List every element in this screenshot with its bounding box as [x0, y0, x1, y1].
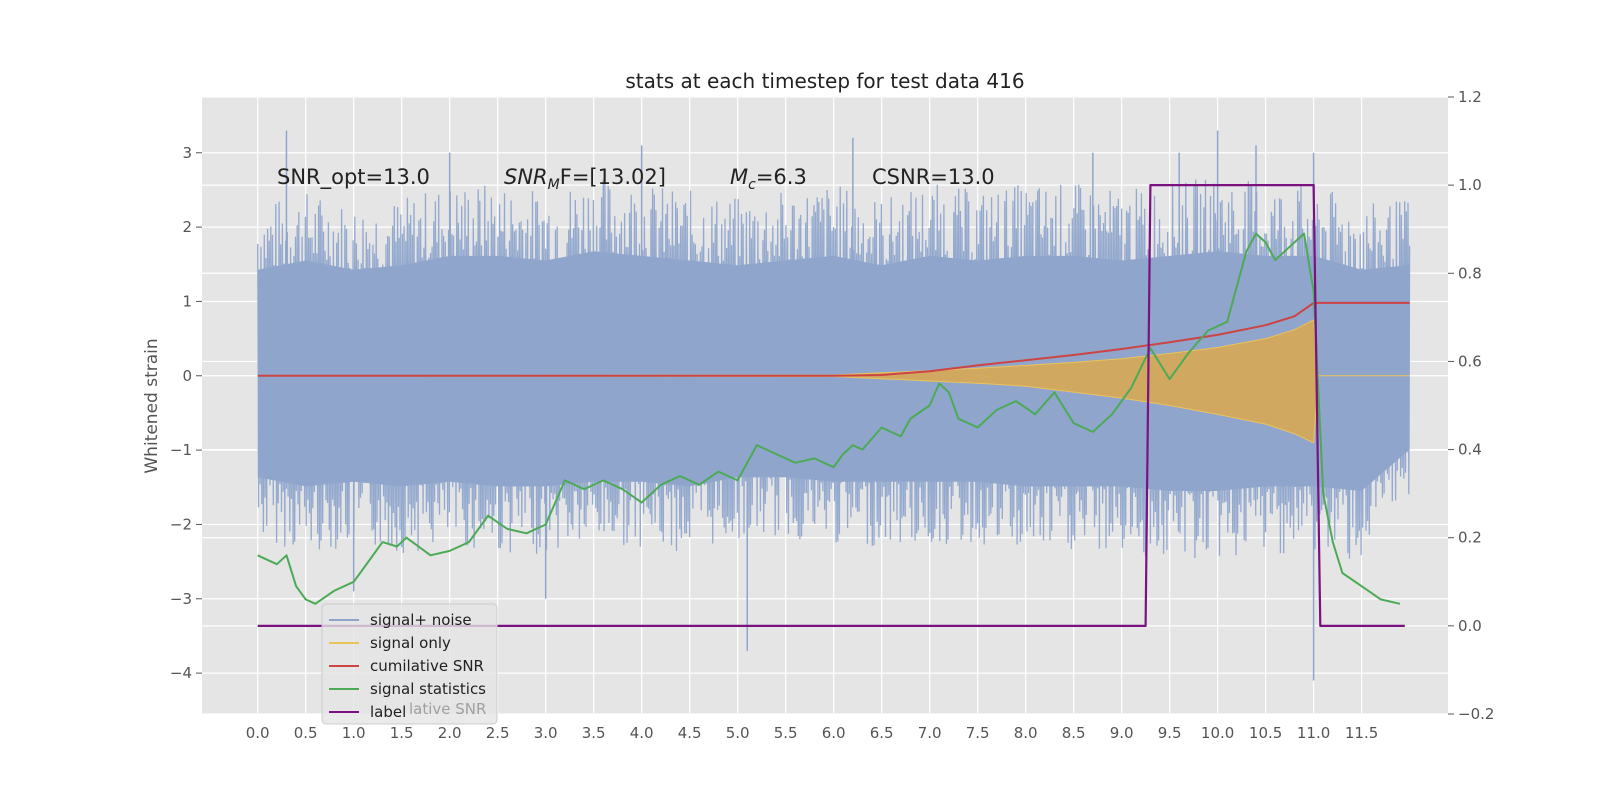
legend-overlap-text: lative SNR	[409, 700, 486, 718]
series-cumulative-snr	[257, 301, 1410, 377]
legend-entry: signal only	[370, 634, 451, 652]
series-label	[257, 184, 1405, 627]
signal-layer	[257, 319, 1410, 444]
mc-subscript: c	[748, 177, 756, 193]
annotation-mc: Mc=6.3	[730, 165, 807, 193]
snr-mf-subscript: M	[548, 177, 560, 193]
legend-entry: cumilative SNR	[370, 657, 484, 675]
x-tick-label: 6.5	[870, 724, 894, 742]
y-tick-label: −4	[170, 664, 192, 682]
y-axis-label: Whitened strain	[142, 338, 162, 473]
y2-tick-label: 0.6	[1458, 352, 1482, 370]
x-tick-label: 6.0	[822, 724, 846, 742]
y-tick-label: −3	[170, 590, 192, 608]
x-tick-label: 11.0	[1297, 724, 1330, 742]
legend-box	[321, 603, 498, 725]
y-tick-label: 0	[182, 367, 192, 385]
legend-items: signal+ noise signal only cumilative SNR si…	[329, 611, 486, 721]
y2-tick-label: 0.4	[1458, 441, 1482, 459]
x-tick-label: 2.0	[438, 724, 462, 742]
y-tick-label: −1	[170, 441, 192, 459]
y-tick-label: 3	[182, 144, 192, 162]
x-tick-label: 5.5	[774, 724, 798, 742]
noise-layer	[257, 130, 1411, 681]
x-tick-label: 9.5	[1158, 724, 1182, 742]
series-signal-statistics	[257, 232, 1401, 605]
tick-layer: 0.0 0.5 1.0 1.5 2.0 2.5 3.0 3.5 4.0 4.5 5.0 5.5 6.0 6…	[170, 88, 1495, 742]
x-tick-label: 7.0	[918, 724, 942, 742]
x-tick-label: 0.0	[246, 724, 270, 742]
y2-tick-label: 0.2	[1458, 529, 1482, 547]
mc-symbol: M	[730, 165, 748, 189]
x-tick-label: 8.5	[1062, 724, 1086, 742]
snr-mf-symbol: SNR	[504, 165, 548, 189]
y2-tick-label: 1.2	[1458, 88, 1482, 106]
legend-entry: signal+ noise	[370, 611, 472, 629]
snr-mf-value: F=[13.02]	[560, 165, 666, 189]
y-tick-label: 1	[182, 292, 192, 310]
y2-tick-label: 0.8	[1458, 264, 1482, 282]
y-tick-label: 2	[182, 218, 192, 236]
x-tick-label: 4.0	[630, 724, 654, 742]
x-tick-label: 10.0	[1201, 724, 1234, 742]
y2-tick-label: −0.2	[1458, 705, 1494, 723]
legend-entry: label	[370, 703, 406, 721]
x-tick-label: 2.5	[486, 724, 510, 742]
x-tick-label: 4.5	[678, 724, 702, 742]
x-tick-label: 10.5	[1249, 724, 1282, 742]
y2-tick-label: 0.0	[1458, 617, 1482, 635]
legend-entry: signal statistics	[370, 680, 486, 698]
x-tick-label: 0.5	[294, 724, 318, 742]
x-tick-label: 11.5	[1345, 724, 1378, 742]
line-layer	[257, 184, 1410, 627]
x-tick-label: 3.0	[534, 724, 558, 742]
y2-tick-label: 1.0	[1458, 176, 1482, 194]
x-tick-label: 3.5	[582, 724, 606, 742]
x-tick-label: 8.0	[1014, 724, 1038, 742]
series-signal-only	[257, 319, 1410, 444]
mc-value: =6.3	[756, 165, 807, 189]
x-tick-label: 9.0	[1110, 724, 1134, 742]
annotation-snr-opt: SNR_opt=13.0	[277, 165, 430, 190]
x-tick-label: 5.0	[726, 724, 750, 742]
chart-title: stats at each timestep for test data 416	[625, 69, 1024, 93]
x-tick-label: 7.5	[966, 724, 990, 742]
annotation-csnr: CSNR=13.0	[872, 165, 995, 189]
x-tick-label: 1.0	[342, 724, 366, 742]
y-tick-label: −2	[170, 515, 192, 533]
x-tick-label: 1.5	[390, 724, 414, 742]
legend: lative SNR signal+ noise signal only cumil…	[321, 603, 498, 725]
annotation-snr-mf: SNRMF=[13.02]	[504, 165, 666, 193]
